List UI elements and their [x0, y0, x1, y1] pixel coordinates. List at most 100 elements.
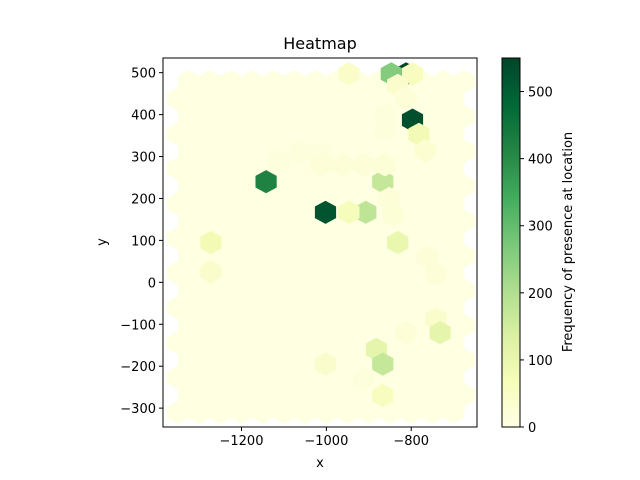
hexbin-background-cell	[262, 383, 284, 407]
hexbin-background-cell	[188, 87, 210, 111]
hexbin-background-cell	[390, 348, 412, 372]
hexbin-background-cell	[294, 400, 316, 424]
hexbin-background-cell	[209, 122, 231, 146]
hexbin-background-cell	[347, 348, 369, 372]
plot-frame	[162, 57, 478, 428]
hexbin-background-cell	[411, 209, 433, 233]
hexbin-background-cell	[294, 331, 316, 355]
hexbin-cell	[425, 262, 447, 286]
hexbin-cell	[395, 86, 417, 110]
hexbin-background-cell	[167, 191, 189, 216]
hexbin-background-cell	[188, 365, 210, 390]
hexbin-background-cell	[421, 226, 444, 250]
hexbin-background-cell	[400, 261, 422, 285]
hexbin-background-cell	[432, 104, 454, 129]
hexbin-background-cell	[326, 383, 348, 407]
hexbin-background-cell	[273, 365, 295, 390]
hexbin-background-cell	[305, 104, 327, 129]
hexbin-cell	[372, 383, 394, 408]
hexbin-cell	[374, 153, 396, 177]
hexbin-background-cell	[262, 104, 284, 129]
hexbin-background-cell	[453, 70, 475, 94]
hexbin-background-cell	[252, 365, 274, 390]
hexbin-background-cell	[432, 278, 454, 303]
hexbin-background-cell	[230, 261, 253, 285]
hexbin-background-cell	[167, 157, 189, 181]
hexbin-cell	[289, 140, 311, 164]
hexbin-background-cell	[252, 261, 274, 285]
hexbin-background-cell	[390, 383, 412, 407]
hexbin-cell	[429, 321, 451, 345]
hexbin-background-cell	[262, 313, 284, 337]
hexbin-background-cell	[220, 139, 242, 163]
hexbin-background-cell	[421, 400, 444, 424]
hexbin-background-cell	[305, 278, 327, 303]
hexbin-background-cell	[177, 278, 200, 303]
hexbin-background-cell	[230, 87, 253, 111]
x-tick-label: −1200	[220, 434, 264, 449]
hexbin-background-cell	[241, 383, 263, 407]
hexbin-background-cell	[305, 174, 327, 198]
hexbin-background-cell	[262, 348, 284, 372]
hexbin-background-cell	[177, 70, 200, 94]
hexbin-background-cell	[252, 400, 274, 424]
hexbin-background-cell	[167, 331, 189, 355]
hexbin-background-cell	[188, 157, 210, 181]
hexbin-background-cell	[209, 87, 231, 111]
hexbin-background-cell	[421, 157, 444, 181]
hexbin-background-cell	[294, 191, 316, 216]
colorbar-axis: 0 100 200 300 400 500	[520, 86, 553, 436]
hexbin-background-cell	[358, 400, 380, 424]
hexbin-background-cell	[241, 209, 263, 233]
x-axis: −1200 −1000 −800	[220, 427, 429, 449]
hexbin-background-cell	[358, 122, 380, 146]
hexbin-background-cell	[262, 70, 284, 94]
hexbin-background-cell	[400, 365, 422, 390]
hexbin-background-cell	[199, 348, 221, 372]
hexbin-background-cell	[199, 139, 221, 163]
hexbin-background-cell	[199, 383, 221, 407]
hexbin-background-cell	[273, 87, 295, 111]
y-tick-label: 300	[131, 151, 156, 166]
hexbin-background-cell	[305, 244, 327, 268]
hexbin-background-cell	[199, 70, 221, 94]
hexbin-background-cell	[337, 261, 359, 285]
hexbin-background-cell	[411, 174, 433, 198]
hexbin-background-cell	[379, 261, 401, 285]
hexbin-background-cell	[337, 331, 359, 355]
hexbin-background-cell	[294, 87, 316, 111]
hexbin-background-cell	[199, 209, 221, 233]
hexbin-background-cell	[368, 313, 390, 337]
hexbin-background-cell	[294, 122, 316, 146]
hexbin-cell	[374, 103, 396, 127]
hexbin-background-cell	[432, 70, 454, 94]
hexbin-layer	[167, 62, 475, 424]
hexbin-background-cell	[220, 104, 242, 129]
hexbin-cell	[314, 200, 337, 224]
hexbin-background-cell	[167, 296, 189, 320]
hexbin-background-cell	[252, 331, 274, 355]
hexbin-background-cell	[209, 365, 231, 390]
hexbin-background-cell	[315, 122, 337, 146]
hexbin-background-cell	[443, 296, 465, 320]
hexbin-background-cell	[241, 70, 263, 94]
colorbar	[501, 57, 521, 428]
hexbin-background-cell	[411, 278, 433, 303]
hexbin-background-cell	[177, 348, 200, 372]
hexbin-background-cell	[337, 226, 359, 250]
hexbin-background-cell	[368, 278, 390, 303]
hexbin-background-cell	[315, 226, 337, 250]
hexbin-background-cell	[252, 87, 274, 111]
hexbin-background-cell	[199, 104, 221, 129]
hexbin-background-cell	[167, 400, 189, 424]
hexbin-background-cell	[358, 87, 380, 111]
hexbin-background-cell	[220, 209, 242, 233]
hexbin-cell	[338, 62, 360, 86]
y-axis-label: y	[95, 238, 110, 246]
hexbin-cell	[255, 170, 277, 194]
hexbin-background-cell	[230, 365, 253, 390]
hexbin-background-cell	[305, 70, 327, 94]
hexbin-background-cell	[177, 383, 200, 407]
